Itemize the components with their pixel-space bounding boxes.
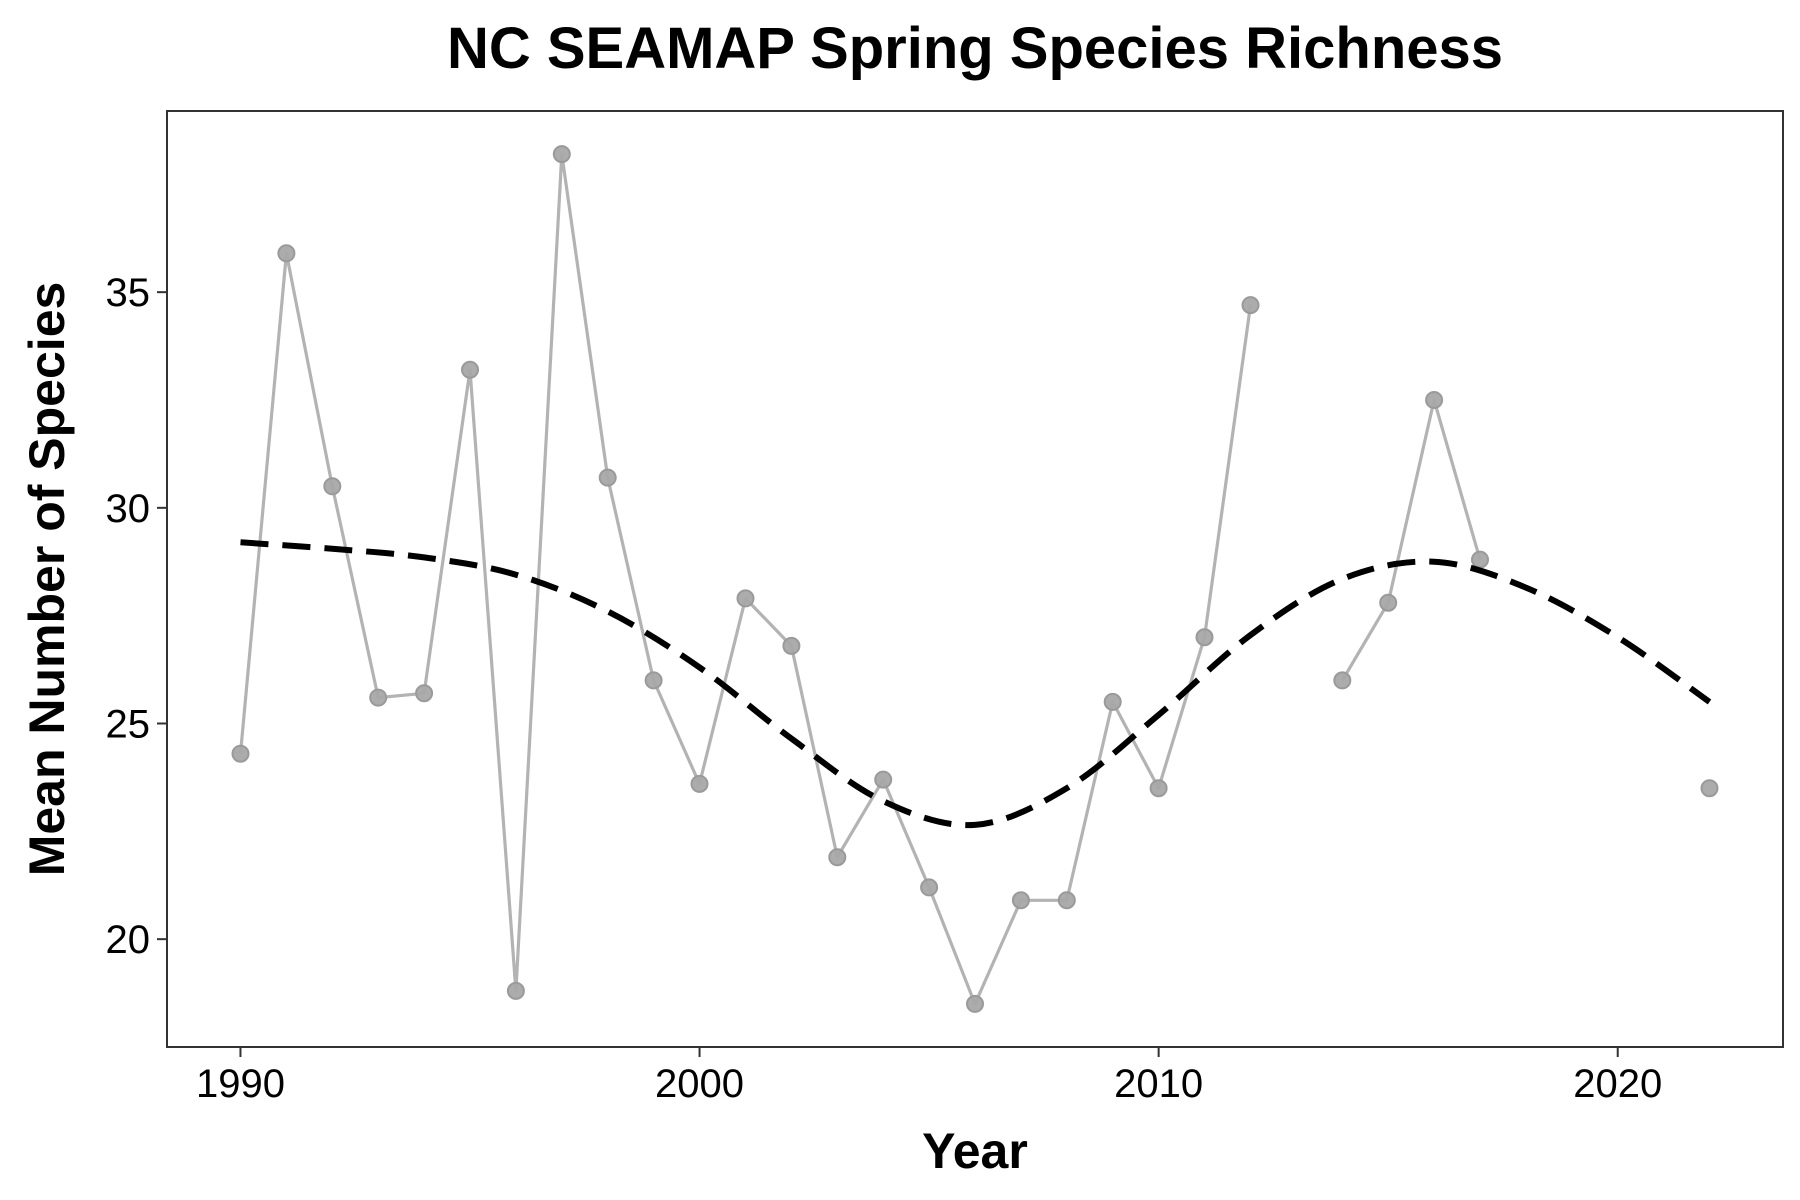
observed-point xyxy=(782,636,801,655)
observed-point xyxy=(1103,692,1122,711)
y-tick-label: 25 xyxy=(106,702,151,746)
y-axis-label: Mean Number of Species xyxy=(19,282,75,877)
observed-point xyxy=(1241,296,1260,315)
observed-point xyxy=(552,145,571,164)
x-tick-label: 2010 xyxy=(1114,1062,1203,1106)
observed-point xyxy=(1333,671,1352,690)
observed-point xyxy=(506,981,525,1000)
observed-point xyxy=(920,878,939,897)
observed-point xyxy=(277,244,296,263)
chart-title: NC SEAMAP Spring Species Richness xyxy=(447,16,1503,81)
x-tick-label: 1990 xyxy=(196,1062,285,1106)
smoothed-trend-line xyxy=(240,539,1712,829)
observed-point xyxy=(874,770,893,789)
observed-point xyxy=(1149,779,1168,798)
observed-point xyxy=(461,360,479,379)
observed-series xyxy=(231,145,1719,1013)
observed-point xyxy=(1057,891,1076,910)
observed-point xyxy=(415,684,434,703)
observed-point xyxy=(644,671,663,690)
observed-line-segment xyxy=(1340,398,1482,682)
observed-point xyxy=(1011,891,1030,910)
observed-point xyxy=(966,994,984,1013)
observed-point xyxy=(690,774,709,793)
observed-point xyxy=(1379,593,1398,612)
observed-point xyxy=(1195,628,1214,647)
observed-point xyxy=(828,848,847,867)
y-tick-label: 30 xyxy=(106,487,151,531)
x-tick-label: 2000 xyxy=(655,1062,744,1106)
observed-point xyxy=(369,688,388,707)
y-tick-label: 20 xyxy=(106,918,151,962)
observed-point xyxy=(1700,779,1719,798)
observed-point xyxy=(736,589,755,608)
y-tick-label: 35 xyxy=(106,271,151,315)
observed-point xyxy=(1425,391,1444,409)
observed-point xyxy=(1471,550,1489,569)
observed-point xyxy=(231,744,250,763)
smoothed-trend xyxy=(240,539,1712,829)
x-axis-label: Year xyxy=(922,1123,1028,1179)
x-tick-label: 2020 xyxy=(1573,1062,1662,1106)
plot-frame xyxy=(166,110,1784,1048)
observed-point xyxy=(598,468,617,487)
y-axis-ticks: 20 25 30 35 xyxy=(106,271,167,962)
observed-point xyxy=(323,477,342,496)
x-axis-ticks: 1990 2000 2010 2020 xyxy=(196,1047,1662,1106)
